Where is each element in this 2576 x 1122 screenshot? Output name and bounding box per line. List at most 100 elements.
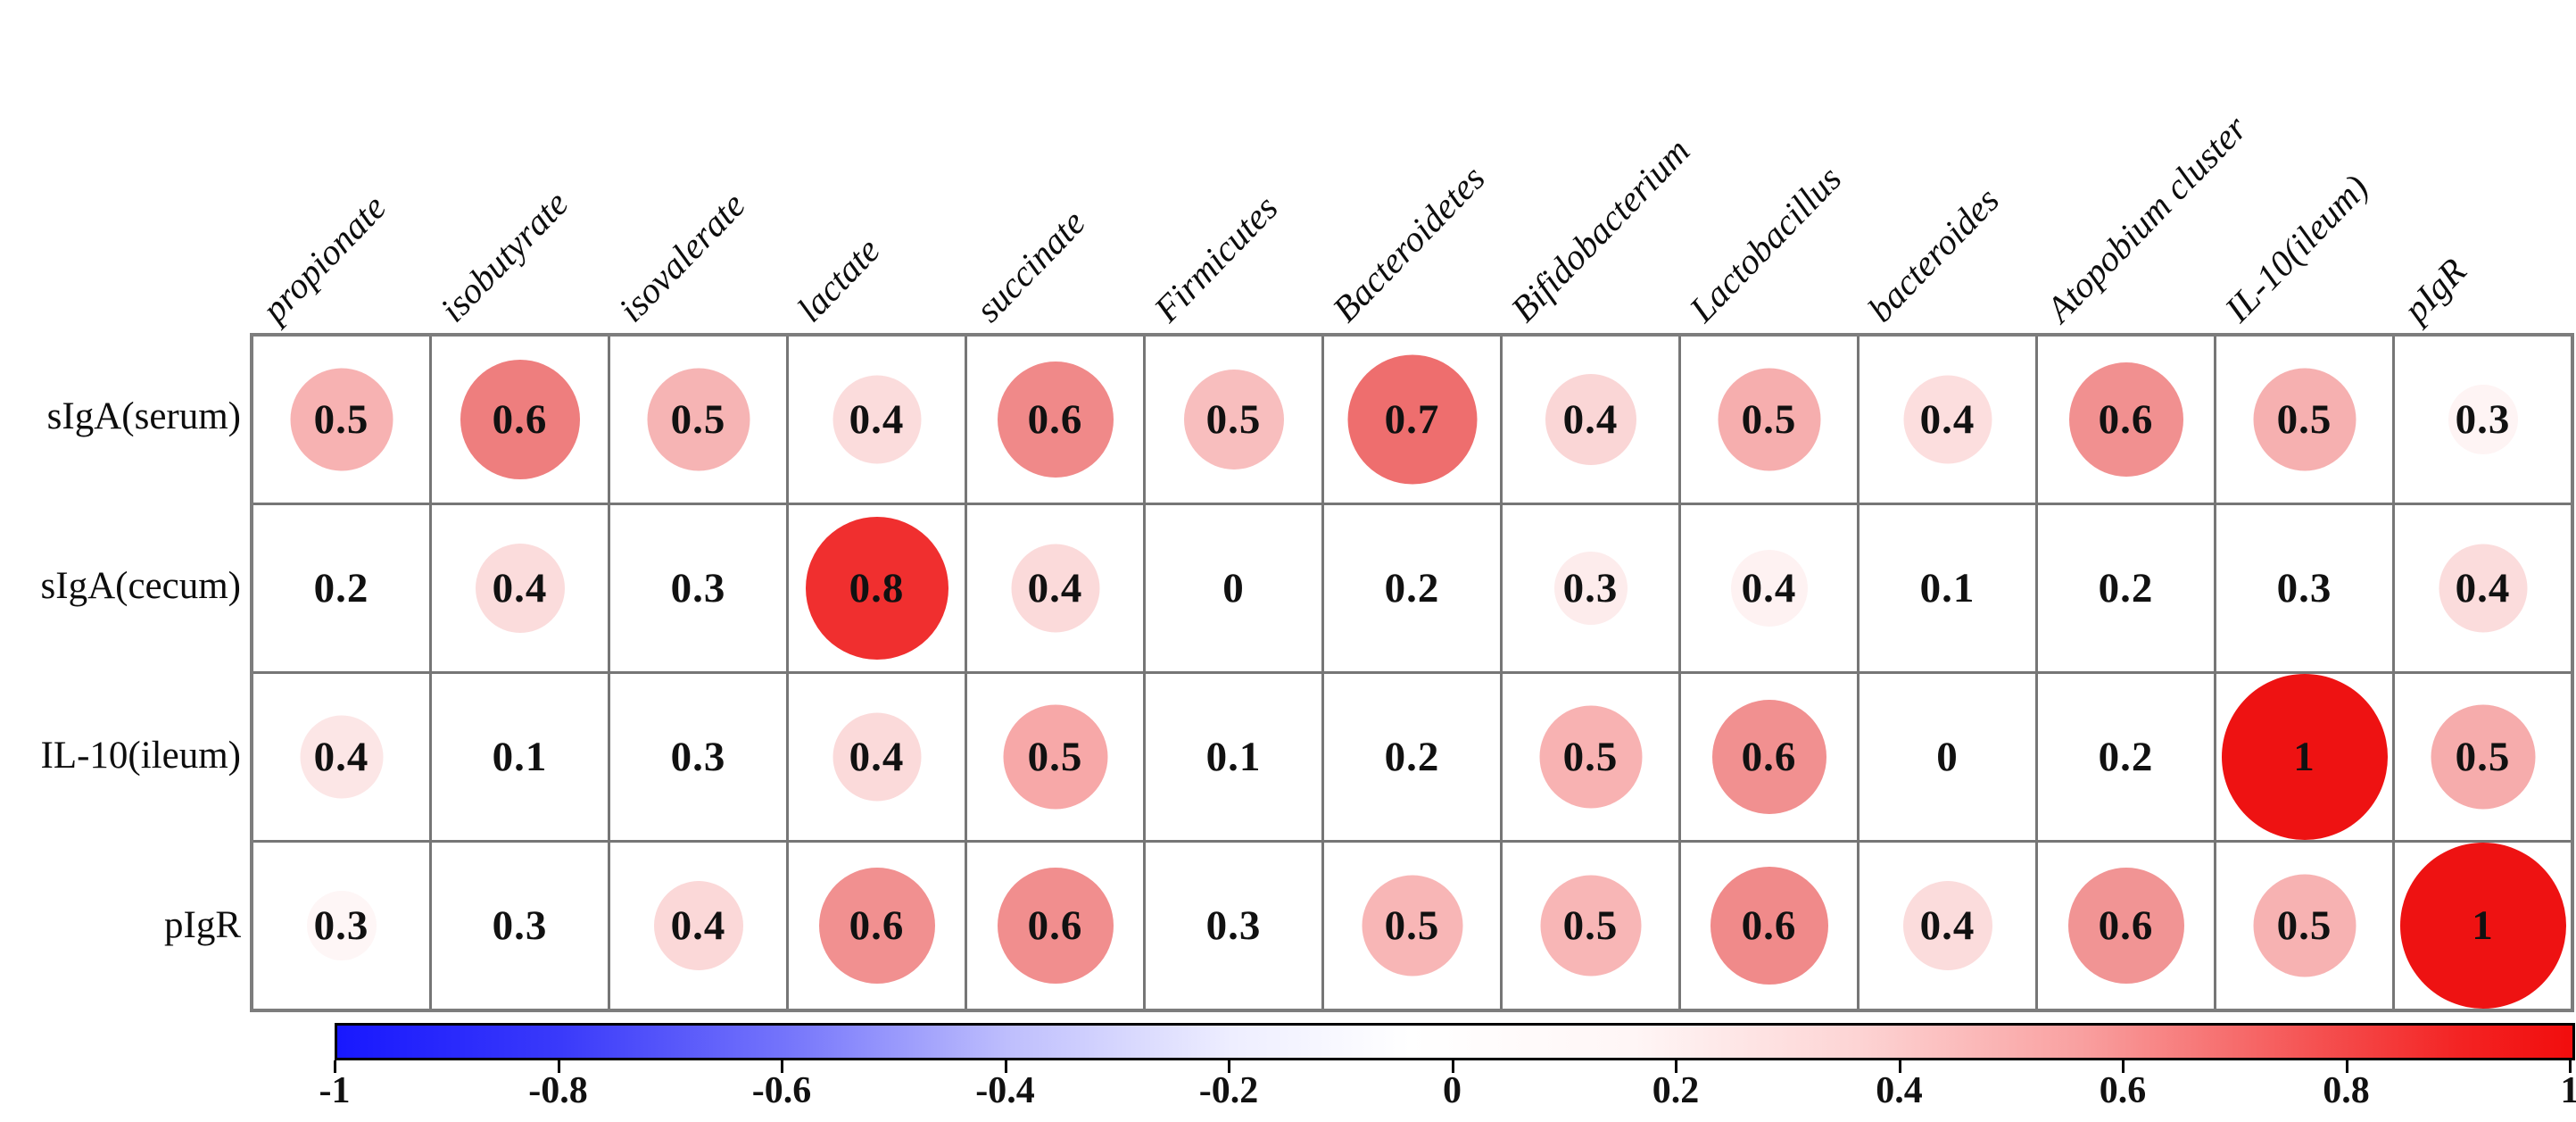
correlation-value: 0.6 <box>1741 734 1797 780</box>
row-label: sIgA(cecum) <box>40 565 241 607</box>
column-label: IL-10(ileum) <box>2216 166 2376 330</box>
column-label: lactate <box>789 229 888 330</box>
column-label: pIgR <box>2395 250 2474 330</box>
correlation-value: 0.5 <box>1384 902 1440 949</box>
correlation-value: 0.5 <box>1562 734 1619 780</box>
correlation-value: 0.4 <box>670 902 726 949</box>
correlation-value: 1 <box>2472 902 2494 949</box>
matrix-cell: 1 <box>2395 843 2571 1009</box>
correlation-value: 0.5 <box>2455 734 2511 780</box>
correlation-value: 0 <box>1222 565 1245 611</box>
matrix-cell: 0.5 <box>1503 843 1678 1009</box>
correlation-circle <box>306 891 377 960</box>
colorbar-tick-label: -0.2 <box>1198 1070 1259 1111</box>
correlation-value: 0.4 <box>2455 565 2511 611</box>
colorbar-tick <box>781 1060 783 1073</box>
matrix-cell: 0.4 <box>1860 843 2035 1009</box>
matrix-cell: 0.4 <box>789 337 965 503</box>
correlation-value: 0.1 <box>492 734 548 780</box>
colorbar-tick <box>1228 1060 1230 1073</box>
colorbar-tick-label: 0.4 <box>1876 1070 1923 1111</box>
colorbar-tick <box>334 1060 336 1073</box>
correlation-value: 0.5 <box>2276 902 2332 949</box>
correlation-value: 0.2 <box>2098 565 2154 611</box>
matrix-cell: 0.4 <box>253 674 429 840</box>
matrix-cell: 0 <box>1146 505 1321 671</box>
colorbar-tick <box>2569 1060 2572 1073</box>
column-label: Bifidobacterium <box>1503 129 1698 330</box>
matrix-cell: 0 <box>1860 674 2035 840</box>
correlation-value: 0.2 <box>1384 565 1440 611</box>
correlation-value: 0.4 <box>1562 396 1619 443</box>
correlation-circle <box>1540 875 1641 977</box>
correlation-value: 0.4 <box>492 565 548 611</box>
correlation-value: 0.5 <box>1027 734 1083 780</box>
matrix-cell: 0.5 <box>2216 843 2392 1009</box>
correlation-circle <box>1362 875 1462 977</box>
correlation-circle <box>1903 375 1992 464</box>
colorbar-tick-label: -0.8 <box>528 1070 588 1111</box>
correlation-value: 0.6 <box>492 396 548 443</box>
correlation-circle <box>647 368 750 471</box>
matrix-cell: 0.6 <box>1681 674 1857 840</box>
correlation-value: 0.6 <box>849 902 905 949</box>
correlation-value: 0.4 <box>849 734 905 780</box>
correlation-circle <box>1902 881 1992 970</box>
matrix-cell: 0.5 <box>2216 337 2392 503</box>
correlation-circle <box>2067 868 2184 984</box>
matrix-cell: 0.4 <box>432 505 608 671</box>
correlation-circle <box>1539 705 1642 809</box>
matrix-cell: 0.3 <box>432 843 608 1009</box>
row-label: pIgR <box>164 904 241 946</box>
correlation-circle <box>2068 362 2183 477</box>
matrix-cell: 0.1 <box>432 674 608 840</box>
correlation-value: 0.6 <box>2098 396 2154 443</box>
column-label: Firmicutes <box>1146 187 1286 330</box>
colorbar-tick-label: -0.4 <box>975 1070 1035 1111</box>
correlation-value: 0.6 <box>1741 902 1797 949</box>
correlation-value: 0.2 <box>1384 734 1440 780</box>
correlation-circle <box>1183 370 1284 470</box>
matrix-cell: 0.2 <box>2038 505 2214 671</box>
colorbar-tick <box>1004 1060 1007 1073</box>
correlation-value: 0.6 <box>1027 396 1083 443</box>
correlation-circle <box>997 362 1114 478</box>
correlation-value: 0.3 <box>2276 565 2332 611</box>
correlation-circle <box>460 360 580 479</box>
colorbar-tick-label: -1 <box>319 1070 351 1111</box>
matrix-cell: 0.6 <box>432 337 608 503</box>
matrix-cell: 0.4 <box>610 843 786 1009</box>
matrix-cell: 0.5 <box>1146 337 1321 503</box>
matrix-cell: 0.6 <box>789 843 965 1009</box>
matrix-cell: 0.4 <box>2395 505 2571 671</box>
matrix-cell: 0.6 <box>1681 843 1857 1009</box>
matrix-cell: 0.4 <box>1681 505 1857 671</box>
correlation-value: 0.2 <box>313 565 369 611</box>
matrix-cell: 0.1 <box>1146 674 1321 840</box>
correlation-value: 0.3 <box>670 565 726 611</box>
correlation-circle <box>805 517 948 660</box>
correlation-value: 0.1 <box>1205 734 1262 780</box>
correlation-circle <box>1710 867 1828 985</box>
correlation-value: 0.5 <box>1205 396 1262 443</box>
matrix-cell: 0.4 <box>1503 337 1678 503</box>
colorbar <box>335 1023 2575 1060</box>
matrix-cell: 0.7 <box>1324 337 1500 503</box>
correlation-value: 0.4 <box>1741 565 1797 611</box>
correlation-value: 0.3 <box>313 902 369 949</box>
correlation-circle <box>2253 368 2356 471</box>
matrix-cell: 0.8 <box>789 505 965 671</box>
correlation-circle <box>1711 700 1826 814</box>
correlation-value: 1 <box>2293 734 2315 780</box>
correlation-circle <box>653 881 743 970</box>
correlation-value: 0.5 <box>313 396 369 443</box>
column-label: isovalerate <box>610 184 753 330</box>
correlation-circle <box>2221 674 2388 840</box>
correlation-value: 0.7 <box>1384 396 1440 443</box>
correlation-circle <box>290 368 393 471</box>
matrix-cell: 0.5 <box>2395 674 2571 840</box>
correlation-value: 0.3 <box>670 734 726 780</box>
correlation-value: 0.5 <box>2276 396 2332 443</box>
correlation-value: 0.1 <box>1919 565 1975 611</box>
column-label: Bacteroidetes <box>1324 157 1493 330</box>
